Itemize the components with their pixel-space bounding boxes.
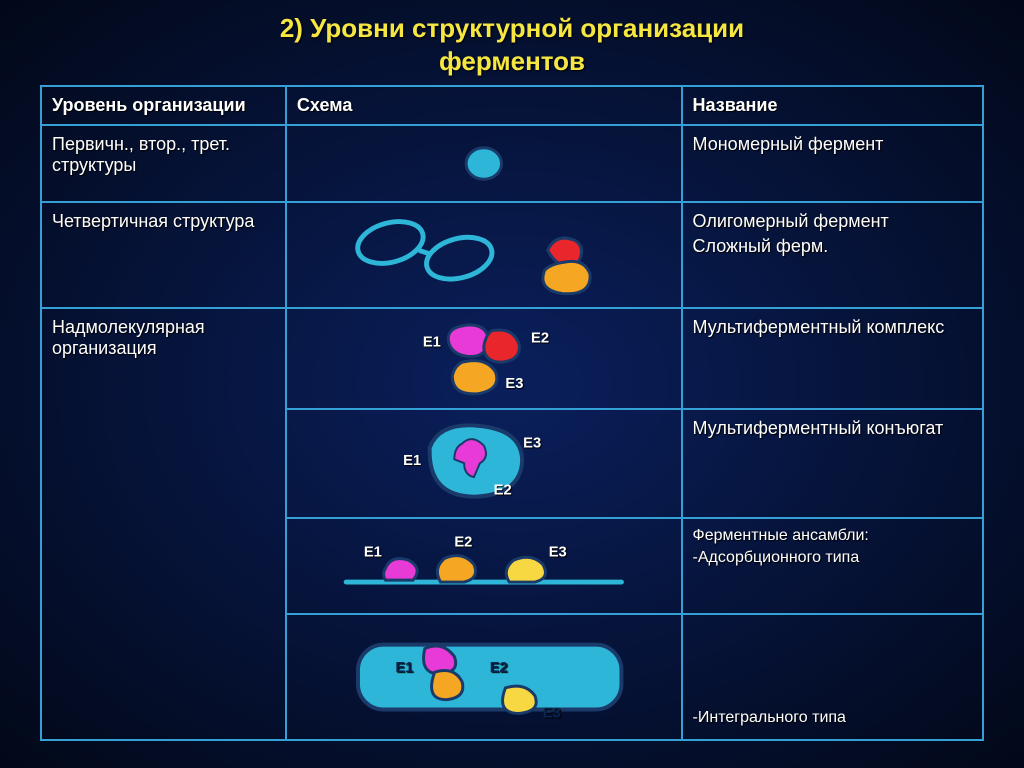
header-level: Уровень организации xyxy=(41,86,286,125)
scheme-monomer xyxy=(297,134,671,193)
table-row: Надмолекулярная организация E1 E2 E3 Мул… xyxy=(41,308,983,409)
label-e3: E3 xyxy=(523,436,541,452)
title-line-2: ферментов xyxy=(439,46,585,76)
level-cell: Четвертичная структура xyxy=(41,202,286,308)
level-cell: Первичн., втор., трет. структуры xyxy=(41,125,286,202)
header-scheme: Схема xyxy=(286,86,682,125)
name-text: -Интегрального типа xyxy=(693,709,972,727)
scheme-oligomer xyxy=(297,211,671,299)
scheme-adsorption: E1 E2 E3 xyxy=(297,527,671,606)
scheme-conjugate: E1 E3 E2 xyxy=(297,418,671,508)
level-cell: Надмолекулярная организация xyxy=(41,308,286,740)
scheme-cell: E1 E3 E2 xyxy=(286,409,682,517)
label-e1: E1 xyxy=(395,660,413,676)
label-e2: E2 xyxy=(454,534,472,550)
scheme-cell xyxy=(286,125,682,202)
label-e3: E3 xyxy=(549,544,567,560)
name-text: -Адсорбционного типа xyxy=(693,549,972,567)
label-e2: E2 xyxy=(531,331,549,347)
name-cell: Мономерный фермент xyxy=(682,125,983,202)
name-cell: Мультиферментный конъюгат xyxy=(682,409,983,517)
name-text: Ферментные ансамбли: xyxy=(693,527,972,545)
name-text: Сложный ферм. xyxy=(693,236,972,257)
title-line-1: 2) Уровни структурной организации xyxy=(280,13,744,43)
scheme-cell: E1 E2 E3 xyxy=(286,518,682,615)
scheme-complex: E1 E2 E3 xyxy=(297,317,671,400)
scheme-integral: E1 E2 E3 xyxy=(297,623,671,731)
label-e1: E1 xyxy=(423,335,441,351)
name-text: Мультиферментный комплекс xyxy=(693,317,972,338)
table-header-row: Уровень организации Схема Название xyxy=(41,86,983,125)
structure-table: Уровень организации Схема Название Перви… xyxy=(40,85,984,741)
scheme-cell: E1 E2 E3 xyxy=(286,614,682,740)
name-cell: Олигомерный фермент Сложный ферм. xyxy=(682,202,983,308)
label-e1: E1 xyxy=(403,453,421,469)
label-e3: E3 xyxy=(543,706,561,722)
label-e2: E2 xyxy=(494,483,512,499)
name-text: Мономерный фермент xyxy=(693,134,972,155)
name-cell: -Интегрального типа xyxy=(682,614,983,740)
label-e1: E1 xyxy=(364,544,382,560)
scheme-cell xyxy=(286,202,682,308)
header-name: Название xyxy=(682,86,983,125)
name-cell: Ферментные ансамбли: -Адсорбционного тип… xyxy=(682,518,983,615)
name-text: Олигомерный фермент xyxy=(693,211,972,232)
table-row: Первичн., втор., трет. структуры Мономер… xyxy=(41,125,983,202)
table-row: Четвертичная структура Олигомерный ферме… xyxy=(41,202,983,308)
slide-title: 2) Уровни структурной организации фермен… xyxy=(0,0,1024,85)
name-cell: Мультиферментный комплекс xyxy=(682,308,983,409)
name-text: Мультиферментный конъюгат xyxy=(693,418,972,439)
label-e2: E2 xyxy=(490,660,508,676)
scheme-cell: E1 E2 E3 xyxy=(286,308,682,409)
label-e3: E3 xyxy=(505,376,523,392)
